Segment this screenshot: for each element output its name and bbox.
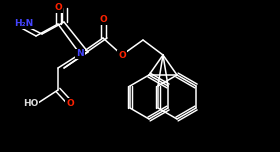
- Text: O: O: [54, 3, 62, 12]
- Text: O: O: [118, 50, 126, 59]
- Text: N: N: [76, 50, 84, 59]
- Text: H₂N: H₂N: [14, 19, 33, 29]
- Text: HO: HO: [23, 98, 38, 107]
- Text: O: O: [99, 16, 107, 24]
- Text: O: O: [66, 98, 74, 107]
